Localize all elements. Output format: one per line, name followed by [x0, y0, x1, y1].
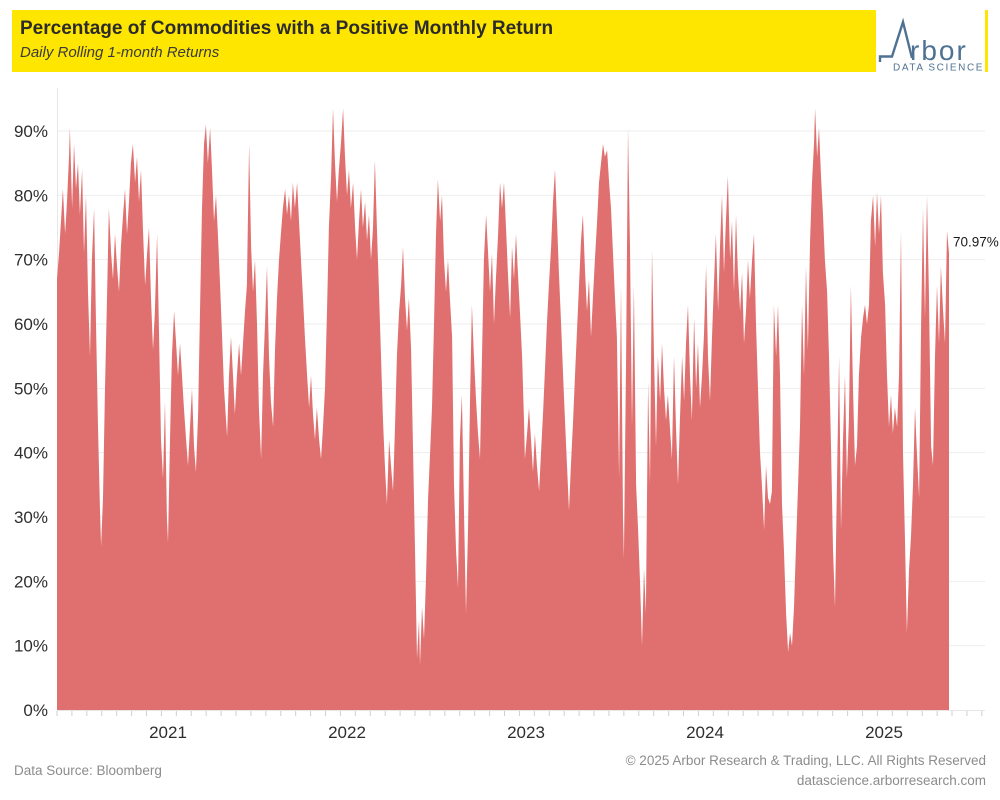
y-axis-label: 50%	[14, 379, 48, 398]
chart-container: 0% 10% 20% 30% 40% 50% 60% 70% 80% 90% 2021 2022 202…	[0, 75, 1000, 765]
arbor-logo-graphic: rbor DATA SCIENCE	[878, 17, 984, 74]
page-title: Percentage of Commodities with a Positiv…	[20, 18, 554, 39]
x-axis-label: 2021	[149, 723, 187, 742]
arbor-logo-tagline: DATA SCIENCE	[893, 63, 984, 73]
last-value-annotation: 70.97%	[953, 234, 999, 249]
area-series	[57, 108, 949, 710]
title-banner: Percentage of Commodities with a Positiv…	[12, 10, 988, 74]
commodities-positive-return-area-chart: 0% 10% 20% 30% 40% 50% 60% 70% 80% 90% 2021 2022 202…	[14, 88, 999, 742]
arbor-logo-peak-icon	[878, 17, 914, 62]
x-axis-label: 2024	[686, 723, 724, 742]
arbor-logo: rbor DATA SCIENCE	[876, 10, 985, 74]
data-source: Data Source: Bloomberg	[14, 763, 162, 778]
x-axis-label: 2022	[328, 723, 366, 742]
copyright-text: © 2025 Arbor Research & Trading, LLC. Al…	[625, 753, 986, 768]
arbor-logo-brand-text: rbor	[910, 35, 968, 66]
y-axis-label: 40%	[14, 444, 48, 463]
page-subtitle: Daily Rolling 1-month Returns	[20, 44, 220, 61]
x-axis-label: 2025	[865, 723, 903, 742]
y-axis-label: 70%	[14, 251, 48, 270]
y-axis-label: 90%	[14, 122, 48, 141]
y-axis-label: 80%	[14, 186, 48, 205]
y-axis-label: 0%	[23, 701, 48, 720]
y-axis-label: 20%	[14, 572, 48, 591]
website-text: datascience.arborresearch.com	[796, 773, 986, 788]
y-axis-label: 10%	[14, 637, 48, 656]
x-axis-label: 2023	[507, 723, 545, 742]
y-axis-label: 30%	[14, 508, 48, 527]
attribution-block: © 2025 Arbor Research & Trading, LLC. Al…	[626, 751, 986, 791]
y-axis-label: 60%	[14, 315, 48, 334]
